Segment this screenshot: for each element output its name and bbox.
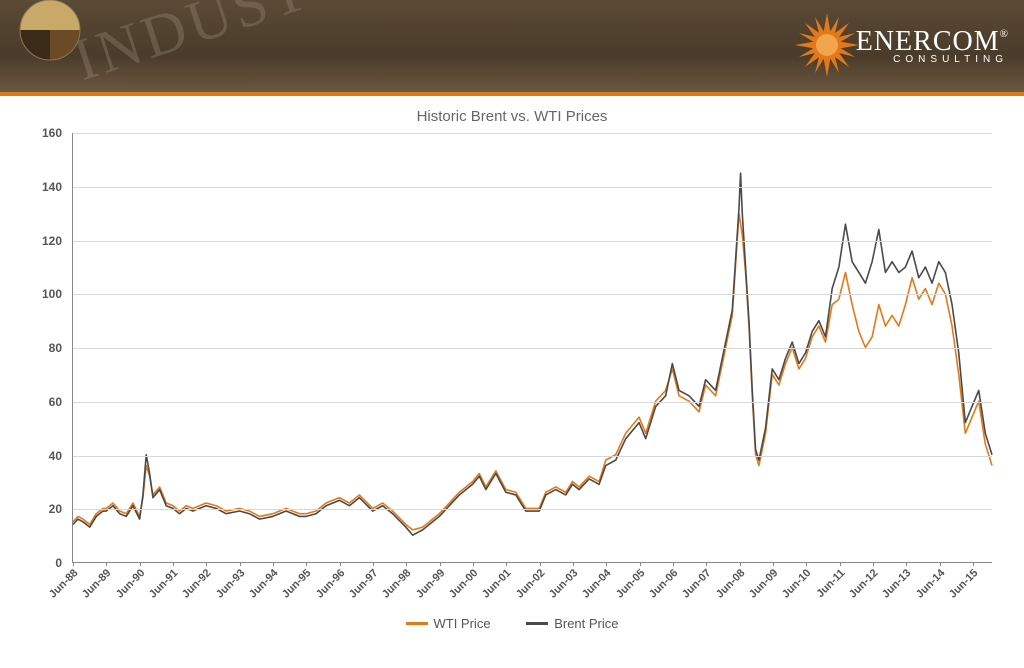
x-tick-label: Jun-02 (514, 567, 548, 601)
legend-label: WTI Price (434, 616, 491, 631)
x-tick-label: Jun-08 (714, 567, 748, 601)
x-axis: Jun-88Jun-89Jun-90Jun-91Jun-92Jun-93Jun-… (72, 563, 992, 611)
brand-logo: ENERCOM ® CONSULTING (792, 10, 1008, 80)
sunburst-icon (792, 10, 862, 80)
x-tick-label: Jun-89 (80, 567, 114, 601)
x-tick-label: Jun-94 (247, 567, 281, 601)
y-tick-label: 0 (55, 556, 62, 570)
legend-label: Brent Price (554, 616, 618, 631)
x-tick-label: Jun-93 (214, 567, 248, 601)
globe-sun-icon (10, 0, 90, 70)
x-tick-label: Jun-95 (280, 567, 314, 601)
x-tick-label: Jun-92 (180, 567, 214, 601)
header: INDUST (0, 0, 1024, 96)
x-tick-label: Jun-11 (814, 567, 847, 600)
y-tick-label: 140 (42, 180, 62, 194)
x-tick-label: Jun-91 (147, 567, 181, 601)
legend-swatch (526, 622, 548, 625)
x-tick-label: Jun-07 (680, 567, 714, 601)
brand-sub: CONSULTING (893, 54, 1008, 65)
y-tick-label: 60 (49, 395, 62, 409)
brand-reg: ® (1000, 28, 1008, 40)
x-tick-label: Jun-06 (647, 567, 681, 601)
x-tick-label: Jun-98 (380, 567, 414, 601)
x-tick-label: Jun-10 (780, 567, 814, 601)
x-tick-label: Jun-04 (580, 567, 614, 601)
legend-item-wti: WTI Price (406, 616, 491, 631)
x-tick-label: Jun-13 (880, 567, 914, 601)
x-tick-label: Jun-99 (414, 567, 448, 601)
header-watermark: INDUST (65, 0, 318, 95)
y-tick-label: 80 (49, 341, 62, 355)
x-tick-label: Jun-97 (347, 567, 381, 601)
y-tick-label: 120 (42, 234, 62, 248)
x-tick-label: Jun-88 (47, 567, 81, 601)
legend: WTI Price Brent Price (24, 613, 1000, 631)
legend-swatch (406, 622, 428, 625)
plot-area (72, 133, 992, 563)
x-tick-label: Jun-12 (847, 567, 881, 601)
x-tick-label: Jun-09 (747, 567, 781, 601)
legend-item-brent: Brent Price (526, 616, 618, 631)
x-tick-label: Jun-05 (614, 567, 648, 601)
y-tick-label: 20 (49, 502, 62, 516)
series-line (73, 173, 992, 535)
series-line (73, 213, 992, 529)
plot-wrap: 020406080100120140160 (24, 133, 1000, 563)
x-tick-label: Jun-90 (114, 567, 148, 601)
chart-container: Historic Brent vs. WTI Prices 0 20 40 60 80 1… (0, 96, 1024, 643)
x-tick-label: Jun-14 (914, 567, 948, 601)
y-tick-label: 40 (49, 449, 62, 463)
x-tick-label: Jun-03 (547, 567, 581, 601)
x-tick-label: Jun-01 (480, 567, 514, 601)
y-axis: 020406080100120140160 (24, 133, 68, 563)
x-tick-label: Jun-00 (447, 567, 481, 601)
chart-title: Historic Brent vs. WTI Prices (24, 108, 1000, 125)
x-tick-label: Jun-15 (947, 567, 981, 601)
y-tick-label: 160 (42, 126, 62, 140)
x-tick-label: Jun-96 (314, 567, 348, 601)
y-tick-label: 100 (42, 287, 62, 301)
